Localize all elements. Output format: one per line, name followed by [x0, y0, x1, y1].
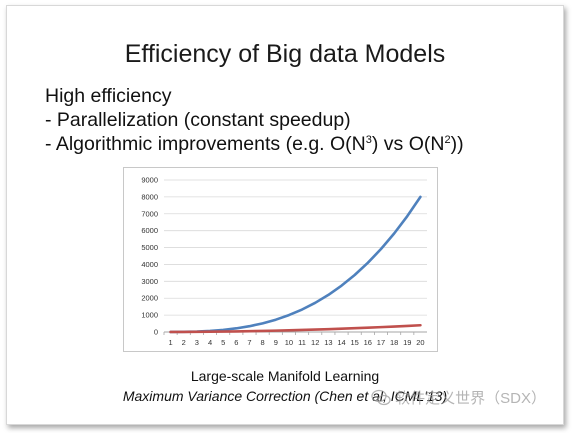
- slide: Efficiency of Big data Models High effic…: [6, 5, 564, 425]
- watermark-text: 软件定义世界（SDX）: [395, 390, 546, 407]
- x-tick-label: 16: [364, 338, 372, 347]
- caption: Large-scale Manifold Learning Maximum Va…: [7, 366, 563, 406]
- wechat-logo-icon: [371, 389, 391, 407]
- x-tick-label: 3: [195, 338, 199, 347]
- x-tick-label: 9: [274, 338, 278, 347]
- x-tick-label: 4: [208, 338, 212, 347]
- x-tick-label: 15: [351, 338, 359, 347]
- x-tick-label: 17: [377, 338, 385, 347]
- caption-line2: Maximum Variance Correction (Chen et al,…: [122, 388, 448, 404]
- heading-text: High efficiency: [45, 85, 172, 107]
- x-tick-label: 1: [168, 338, 172, 347]
- watermark: 软件定义世界（SDX）: [371, 387, 546, 408]
- y-tick-label: 8000: [141, 192, 158, 201]
- bullet-algorithmic-prefix: - Algorithmic improvements (e.g. O(N: [45, 133, 366, 155]
- x-tick-label: 7: [247, 338, 251, 347]
- y-tick-label: 6000: [141, 226, 158, 235]
- y-tick-label: 7000: [141, 209, 158, 218]
- bullet-algorithmic: - Algorithmic improvements (e.g. O(N3) v…: [45, 132, 464, 156]
- x-tick-label: 5: [221, 338, 225, 347]
- x-tick-label: 19: [403, 338, 411, 347]
- x-tick-label: 11: [298, 338, 306, 347]
- bullet-parallelization: - Parallelization (constant speedup): [45, 109, 351, 131]
- x-tick-label: 13: [324, 338, 332, 347]
- series-line-square: [169, 323, 422, 334]
- x-tick-label: 6: [234, 338, 238, 347]
- slide-title: Efficiency of Big data Models: [124, 40, 446, 68]
- y-tick-label: 5000: [141, 243, 158, 252]
- caption-line1: Large-scale Manifold Learning: [190, 368, 380, 384]
- y-tick-label: 9000: [141, 176, 158, 185]
- y-tick-label: 1000: [141, 311, 158, 320]
- x-tick-label: 10: [285, 338, 293, 347]
- chart-frame: 0 1000 2000 3000 4000 5000 6000 7000 8000 9000 1 2 3…: [123, 167, 438, 352]
- bullet-algorithmic-suffix: )): [450, 133, 464, 155]
- bullet-list: High efficiency - Parallelization (const…: [45, 84, 464, 156]
- y-tick-label: 2000: [141, 294, 158, 303]
- bullet-algorithmic-mid: ) vs O(N: [371, 133, 445, 155]
- y-tick-label: 3000: [141, 277, 158, 286]
- exponent-square: 2: [444, 134, 451, 146]
- exponent-cubic: 3: [365, 134, 372, 146]
- x-tick-label: 8: [261, 338, 265, 347]
- x-tick-label: 20: [416, 338, 424, 347]
- x-tick-label: 12: [311, 338, 319, 347]
- x-tick-label: 2: [182, 338, 186, 347]
- x-tick-label: 14: [337, 338, 345, 347]
- y-tick-label: 4000: [141, 260, 158, 269]
- y-tick-label: 0: [154, 328, 158, 337]
- x-tick-label: 18: [390, 338, 398, 347]
